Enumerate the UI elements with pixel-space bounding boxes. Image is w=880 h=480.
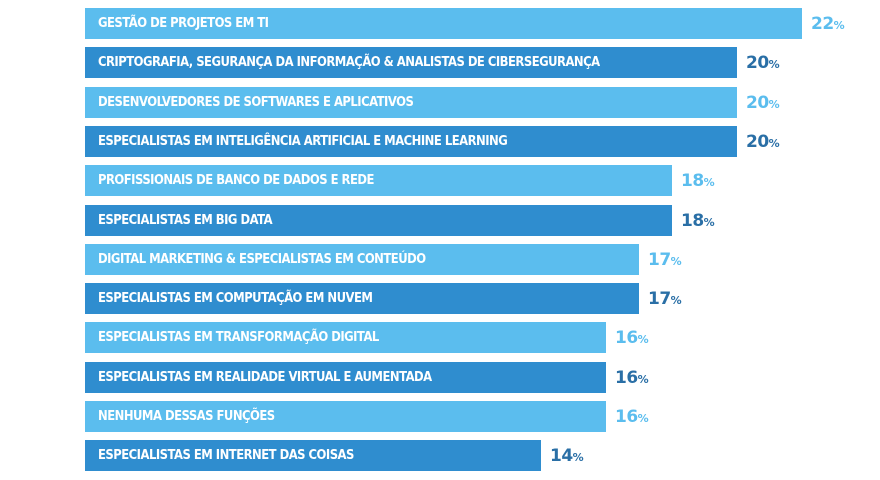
bar xyxy=(85,244,639,275)
bar xyxy=(85,205,672,236)
bar-label: ESPECIALISTAS EM BIG DATA xyxy=(98,212,273,228)
bar-label: ESPECIALISTAS EM INTERNET DAS COISAS xyxy=(98,447,354,463)
percent-sign: % xyxy=(703,216,715,229)
data-label: 18% xyxy=(681,165,715,196)
bar-label: GESTÃO DE PROJETOS EM TI xyxy=(98,15,269,31)
percent-sign: % xyxy=(703,176,715,189)
data-label-value: 20 xyxy=(746,132,769,152)
bar-label: PROFISSIONAIS DE BANCO DE DADOS E REDE xyxy=(98,172,374,188)
percent-sign: % xyxy=(637,373,649,386)
bar xyxy=(85,126,737,157)
data-label: 18% xyxy=(681,205,715,236)
data-label-value: 18 xyxy=(681,211,704,231)
bar xyxy=(85,87,737,118)
bar xyxy=(85,401,606,432)
data-label-value: 16 xyxy=(615,368,638,388)
data-label: 20% xyxy=(746,126,780,157)
bar xyxy=(85,8,802,39)
percent-sign: % xyxy=(768,98,780,111)
bar-label: ESPECIALISTAS EM INTELIGÊNCIA ARTIFICIAL… xyxy=(98,133,508,149)
data-label: 20% xyxy=(746,87,780,118)
bar-label: CRIPTOGRAFIA, SEGURANÇA DA INFORMAÇÃO & … xyxy=(98,54,600,70)
bar xyxy=(85,165,672,196)
data-label-value: 14 xyxy=(550,446,573,466)
percent-sign: % xyxy=(768,58,780,71)
data-label: 14% xyxy=(550,440,584,471)
percent-sign: % xyxy=(637,412,649,425)
percent-sign: % xyxy=(637,333,649,346)
bar xyxy=(85,440,541,471)
data-label: 22% xyxy=(811,8,845,39)
data-label-value: 20 xyxy=(746,53,769,73)
data-label-value: 17 xyxy=(648,289,671,309)
bar xyxy=(85,362,606,393)
percent-sign: % xyxy=(768,137,780,150)
percent-sign: % xyxy=(670,294,682,307)
bar xyxy=(85,283,639,314)
bar-label: DESENVOLVEDORES DE SOFTWARES E APLICATIV… xyxy=(98,94,414,110)
bar xyxy=(85,322,606,353)
data-label-value: 22 xyxy=(811,14,834,34)
data-label-value: 18 xyxy=(681,171,704,191)
data-label-value: 20 xyxy=(746,93,769,113)
percent-sign: % xyxy=(670,255,682,268)
bar-label: ESPECIALISTAS EM REALIDADE VIRTUAL E AUM… xyxy=(98,369,432,385)
bar-label: NENHUMA DESSAS FUNÇÕES xyxy=(98,408,275,424)
data-label-value: 17 xyxy=(648,250,671,270)
data-label: 17% xyxy=(648,283,682,314)
bar-label: ESPECIALISTAS EM TRANSFORMAÇÃO DIGITAL xyxy=(98,329,379,345)
data-label: 17% xyxy=(648,244,682,275)
data-label: 16% xyxy=(615,322,649,353)
bar xyxy=(85,47,737,78)
bar-label: ESPECIALISTAS EM COMPUTAÇÃO EM NUVEM xyxy=(98,290,373,306)
data-label-value: 16 xyxy=(615,407,638,427)
bar-label: DIGITAL MARKETING & ESPECIALISTAS EM CON… xyxy=(98,251,426,267)
data-label-value: 16 xyxy=(615,328,638,348)
data-label: 16% xyxy=(615,362,649,393)
data-label: 16% xyxy=(615,401,649,432)
data-label: 20% xyxy=(746,47,780,78)
percent-sign: % xyxy=(572,451,584,464)
percent-sign: % xyxy=(833,19,845,32)
